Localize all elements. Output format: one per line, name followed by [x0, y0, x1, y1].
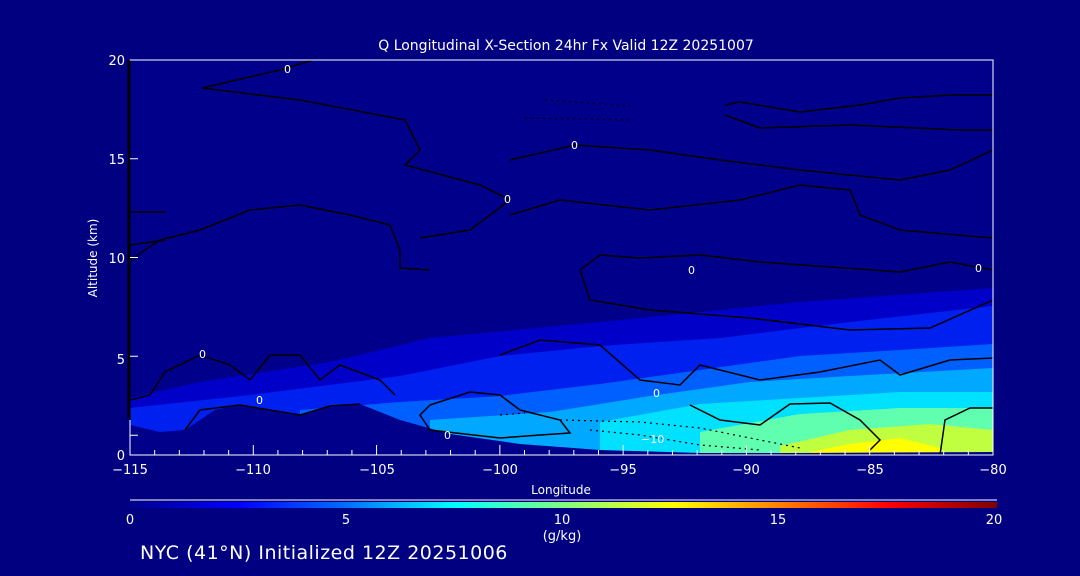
- x-tick-label: −90: [732, 463, 759, 478]
- contour-label: 0: [284, 63, 291, 76]
- colorbar: [130, 502, 997, 508]
- contour-line: [130, 354, 396, 401]
- colorbar-units: (g/kg): [543, 529, 582, 544]
- contour-label: 0: [504, 193, 511, 206]
- contour-line: [509, 184, 993, 239]
- contour-line-dotted: [589, 429, 761, 451]
- colorbar-tick-label: 15: [770, 513, 787, 528]
- colorbar-tick-label: 5: [342, 513, 350, 528]
- contour-label: 0: [688, 264, 695, 277]
- contour-line: [184, 403, 361, 431]
- contour-line: [724, 94, 993, 131]
- x-tick-label: −80: [979, 463, 1006, 478]
- contour-line: [130, 211, 166, 246]
- contour-line-dotted: [524, 99, 631, 121]
- contour-line: [130, 204, 431, 271]
- chart-title: Q Longitudinal X-Section 24hr Fx Valid 1…: [378, 38, 754, 54]
- y-tick-label: 5: [117, 353, 125, 368]
- x-tick-label: −85: [856, 463, 883, 478]
- footer-init-info: NYC (41°N) Initialized 12Z 20251006: [140, 542, 508, 564]
- dotted-contours: [499, 99, 801, 451]
- x-tick-label: −95: [609, 463, 636, 478]
- x-tick-label: −100: [482, 463, 518, 478]
- y-tick-labels: 0 5 10 15 20: [108, 54, 125, 464]
- x-tick-label: −115: [112, 463, 148, 478]
- colorbar-tick-label: 10: [554, 513, 571, 528]
- y-tick-label: 20: [108, 54, 125, 69]
- axis-ticks: [129, 59, 994, 456]
- x-tick-label: −105: [359, 463, 395, 478]
- x-axis-label: Longitude: [531, 483, 591, 497]
- y-axis-label: Altitude (km): [86, 219, 100, 298]
- contour-label: 0: [653, 387, 660, 400]
- y-tick-label: 0: [117, 449, 125, 464]
- contour-label: 0: [256, 394, 263, 407]
- contour-label: 0: [444, 429, 451, 442]
- moisture-field: [130, 60, 993, 455]
- colorbar-ticks: 0 5 10 15 20: [126, 513, 1002, 528]
- contour-label: 0: [199, 348, 206, 361]
- colorbar-tick-label: 0: [126, 513, 134, 528]
- x-tick-label: −110: [235, 463, 271, 478]
- contour-line: [201, 60, 512, 239]
- contour-line: [689, 402, 993, 455]
- field-band-8: [810, 438, 940, 455]
- contour-label: 0: [975, 262, 982, 275]
- contour-lines: [130, 60, 993, 455]
- terrain-mask: [130, 404, 993, 455]
- contour-label: 0: [571, 139, 578, 152]
- contour-line: [499, 339, 993, 386]
- contour-line: [509, 144, 993, 181]
- field-band-7: [780, 424, 993, 455]
- x-tick-labels: −115 −110 −105 −100 −95 −90 −85 −80: [112, 463, 1007, 478]
- contour-line: [579, 254, 993, 331]
- y-tick-label: 10: [108, 252, 125, 267]
- contour-line-dotted: [499, 412, 801, 449]
- colorbar-tick-label: 20: [986, 513, 1003, 528]
- contour-label: −10: [641, 433, 664, 446]
- contour-line: [419, 391, 572, 439]
- contour-labels: 0 0 0 0 0 0 0 0 0 −10: [199, 63, 982, 446]
- y-tick-label: 15: [108, 153, 125, 168]
